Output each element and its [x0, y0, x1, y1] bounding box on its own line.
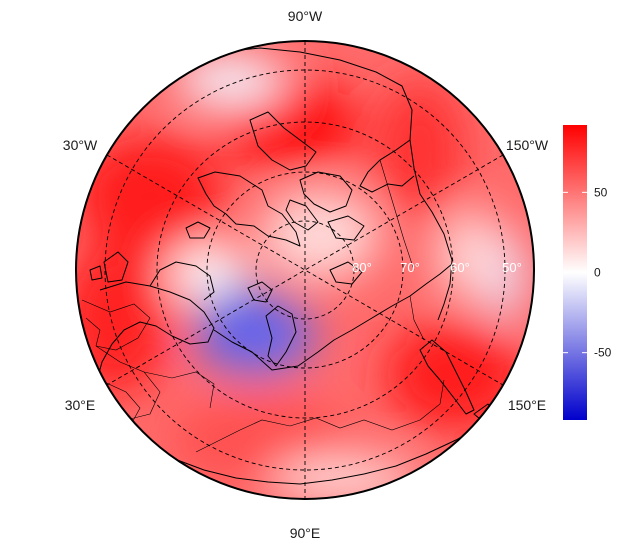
- lon-label-upper-left: 30°W: [63, 137, 98, 153]
- anomaly-field: [76, 41, 534, 499]
- colorbar-tick-label: -50: [594, 346, 612, 360]
- latitude-circle-50: [104, 69, 506, 471]
- lat-label-80: 80°: [352, 260, 372, 275]
- country-borders: [81, 159, 445, 453]
- lon-label-lower-right: 150°E: [508, 397, 546, 413]
- lon-label-bottom: 90°E: [290, 525, 321, 541]
- lat-label-60: 60°: [450, 260, 470, 275]
- graticule: [104, 41, 506, 499]
- lat-label-70: 70°: [400, 260, 420, 275]
- lon-label-lower-left: 30°E: [65, 397, 96, 413]
- colorbar: 50 0 -50: [563, 125, 612, 420]
- colorbar-ticks: 50 0 -50: [563, 185, 612, 360]
- longitude-labels: 90°W 30°W 150°W 30°E 150°E 90°E: [63, 8, 549, 541]
- colorbar-tick-label: 50: [594, 185, 608, 199]
- meridian-150W-30E: [106, 154, 504, 386]
- latitude-circle-70: [206, 171, 404, 369]
- latitude-circle-60: [156, 121, 454, 419]
- lon-label-top: 90°W: [288, 8, 323, 24]
- latitude-circle-80: [255, 220, 355, 320]
- latitude-labels: 80° 70° 60° 50°: [352, 260, 522, 275]
- colorbar-tick-label: 0: [594, 266, 601, 280]
- meridian-30W-150E: [106, 154, 504, 386]
- lon-label-upper-right: 150°W: [506, 137, 549, 153]
- map-boundary: [75, 40, 535, 500]
- lat-label-50: 50°: [502, 260, 522, 275]
